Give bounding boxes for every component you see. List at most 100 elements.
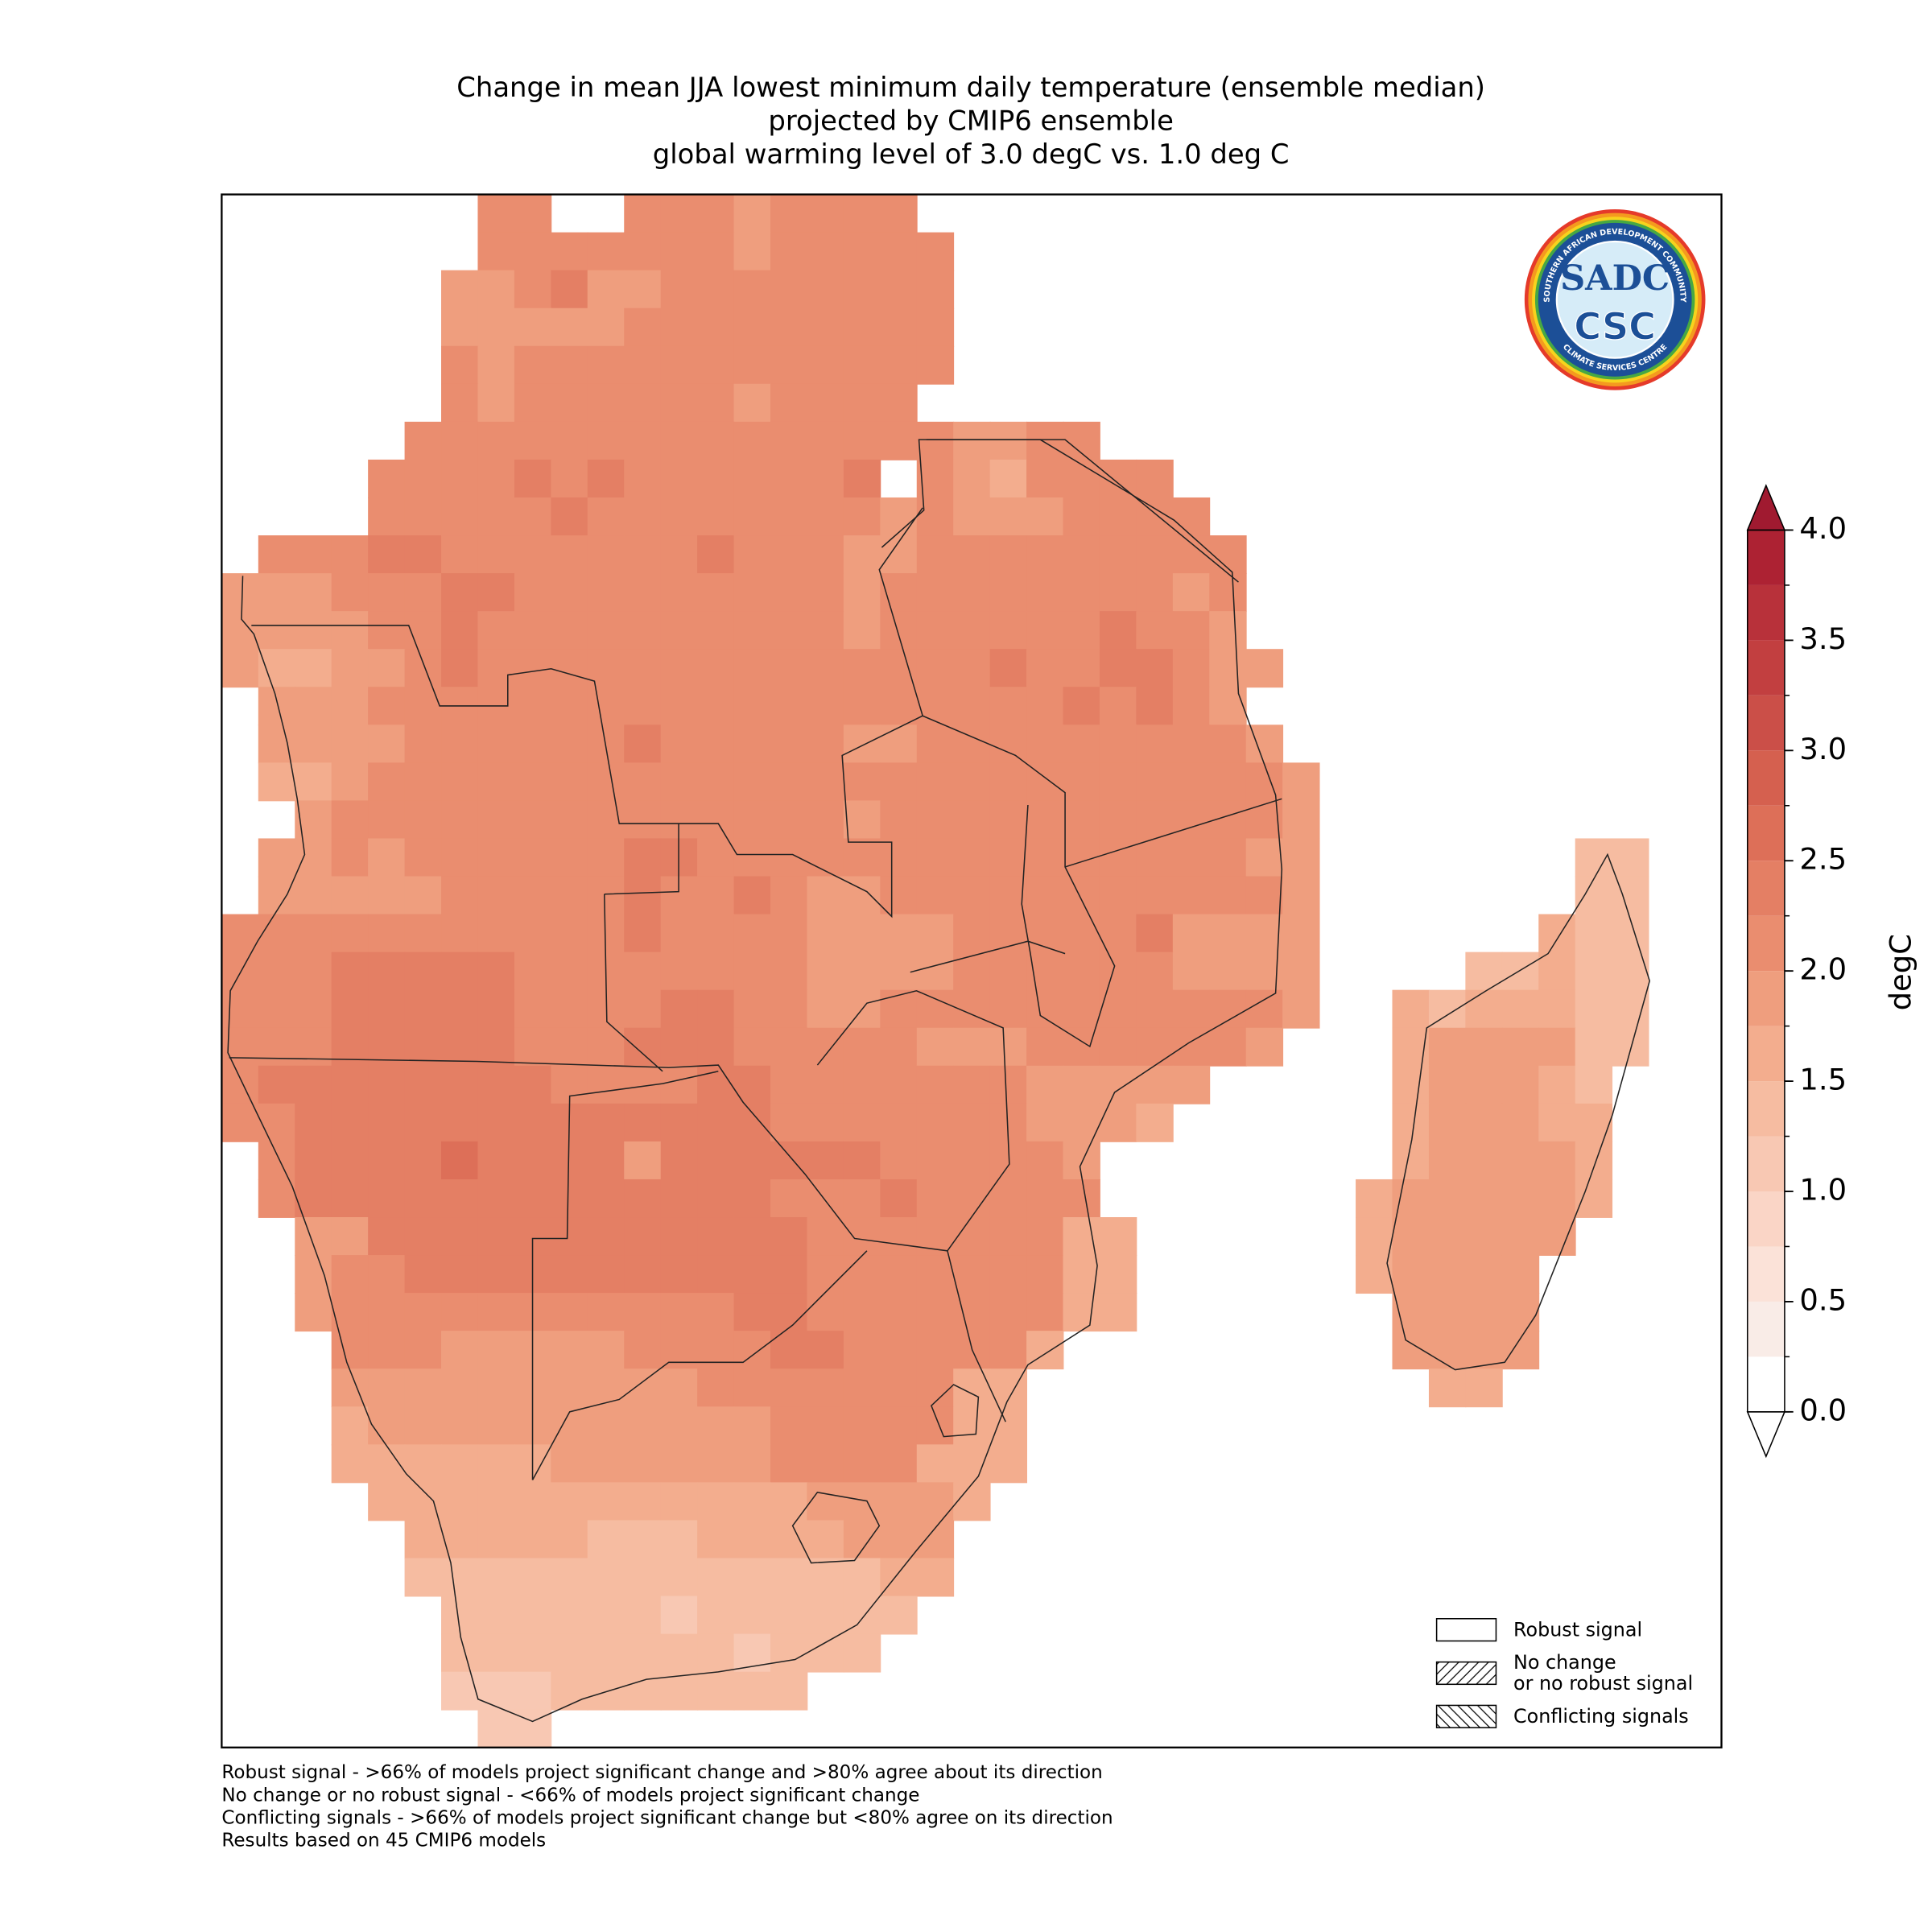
grid-cell [331,573,369,613]
grid-cell [587,1596,625,1635]
grid-cell [770,194,808,233]
colorbar-segment [1747,861,1785,916]
grid-cell [660,800,699,840]
grid-cell [551,345,588,385]
grid-cell [477,952,515,991]
grid-cell [843,1633,881,1673]
grid-cell [477,1558,515,1597]
grid-cell [1575,838,1613,877]
grid-cell [1026,1255,1064,1294]
grid-cell [770,989,808,1029]
grid-cell [916,800,955,840]
grid-cell [1172,497,1211,536]
grid-cell [1538,1065,1576,1104]
grid-cell [989,535,1028,575]
grid-cell [807,611,844,650]
colorbar-segment [1747,1136,1785,1191]
grid-cell [697,1444,735,1484]
colorbar-tick-label: 1.0 [1799,1173,1847,1208]
border [816,940,1066,1252]
grid-cell [1099,1293,1137,1332]
grid-cell [587,1331,625,1370]
grid-cell [1136,838,1174,877]
grid-cell [514,1671,552,1711]
grid-cell [551,649,588,688]
grid-cell [295,1293,332,1332]
grid-cell [916,1179,955,1218]
grid-cell [770,383,808,423]
grid-cell [989,1027,1028,1067]
grid-cell [1575,1103,1613,1142]
colorbar-tick-label: 4.0 [1799,511,1847,546]
grid-cell [1501,1103,1540,1142]
grid-cell [880,1444,918,1484]
grid-cell [1063,649,1100,688]
colorbar-segment [1747,915,1785,972]
grid-cell [989,1293,1028,1332]
grid-cell [660,345,699,385]
grid-cell [660,611,699,650]
grid-cell [404,876,442,915]
grid-cell [1099,838,1137,877]
grid-cell [1063,1065,1100,1104]
grid-cell [331,914,369,953]
coastline [227,439,1283,1723]
grid-cell [770,270,808,309]
grid-cell [514,383,552,423]
grid-cell [404,687,442,726]
grid-cell [624,1255,662,1294]
grid-cell [1575,1027,1613,1067]
grid-cell [916,762,955,802]
grid-cell [660,1027,699,1067]
grid-cell [404,1103,442,1142]
grid-cell [880,1331,918,1370]
grid-cell [514,459,552,498]
grid-cell [295,1255,332,1294]
grid-cell [295,1217,332,1256]
grid-cell [624,800,662,840]
grid-cell [551,876,588,915]
grid-cell [1392,1255,1430,1294]
grid-cell [587,876,625,915]
grid-cell [404,800,442,840]
grid-cell [368,687,406,726]
grid-cell [660,573,699,613]
grid-cell [697,611,735,650]
grid-cell [514,952,552,991]
grid-cell [770,535,808,575]
plot-frame [221,193,1723,1748]
grid-cell [843,1406,881,1446]
grid-cell [989,1406,1028,1446]
grid-cell [880,1141,918,1180]
footnote: No change or no robust signal - <66% of … [221,1785,919,1806]
grid-cell [843,270,881,309]
grid-cell [587,1633,625,1673]
grid-cell [880,762,918,802]
grid-cell [697,345,735,385]
grid-cell [587,838,625,877]
grid-cell [587,535,625,575]
colorbar-segment [1747,695,1785,751]
grid-cell [989,1217,1028,1256]
grid-cell [368,535,406,575]
grid-cell [697,989,735,1029]
grid-cell [1099,535,1137,575]
grid-cell [404,1482,442,1521]
grid-cell [1501,1027,1540,1067]
grid-cell [807,383,844,423]
grid-cell [1099,800,1137,840]
grid-cell [733,345,771,385]
grid-cell [1136,535,1174,575]
grid-cell [258,1141,296,1180]
grid-cell [953,573,991,613]
grid-cell [587,1368,625,1408]
grid-cell [514,194,552,233]
grid-cell [1392,1027,1430,1067]
grid-cell [733,194,771,233]
grid-cell [697,232,735,271]
colorbar-tick-label: 0.0 [1799,1393,1847,1427]
grid-cell [1026,1141,1064,1180]
colorbar-segment [1747,1356,1785,1412]
grid-cell [770,1179,808,1218]
